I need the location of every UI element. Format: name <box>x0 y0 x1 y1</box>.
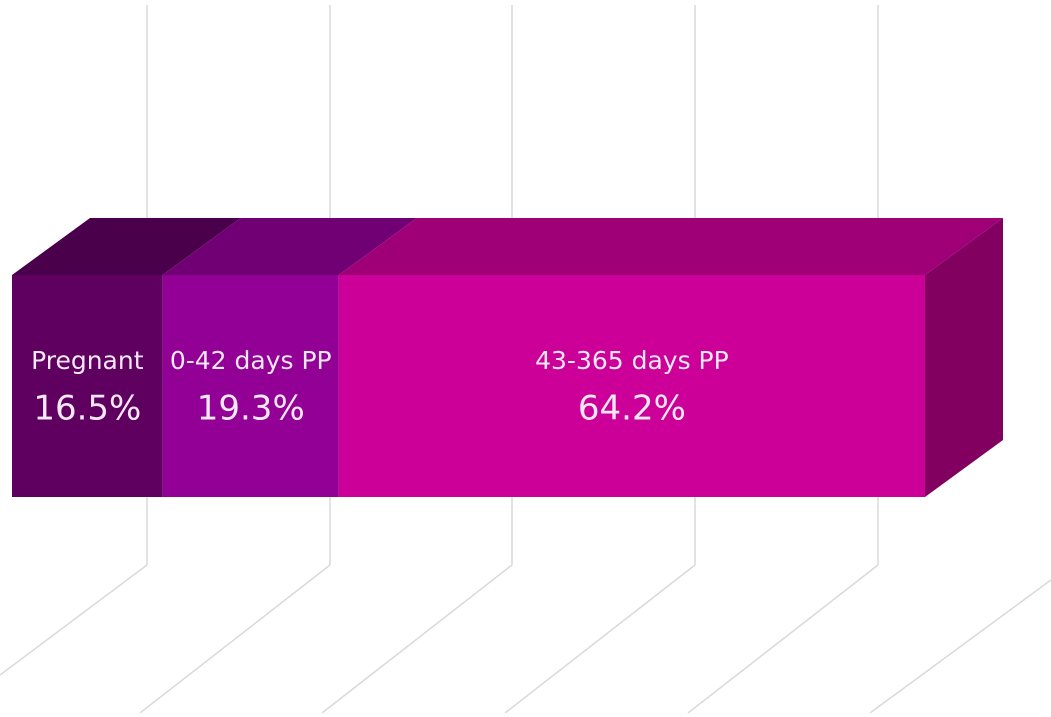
data-label: 19.3% <box>197 389 305 429</box>
segment-name: 43-365 days PP <box>535 346 729 375</box>
segment-name: 0-42 days PP <box>170 346 332 375</box>
segment-name: Pregnant <box>31 346 144 375</box>
bar-top <box>338 218 1003 275</box>
data-label: 64.2% <box>578 389 686 429</box>
bar <box>338 275 925 497</box>
bar-top <box>12 218 241 275</box>
bar-side <box>925 218 1003 497</box>
data-label: 16.5% <box>33 389 141 429</box>
bar <box>162 275 339 497</box>
bar-top <box>162 218 417 275</box>
bar <box>12 275 163 497</box>
